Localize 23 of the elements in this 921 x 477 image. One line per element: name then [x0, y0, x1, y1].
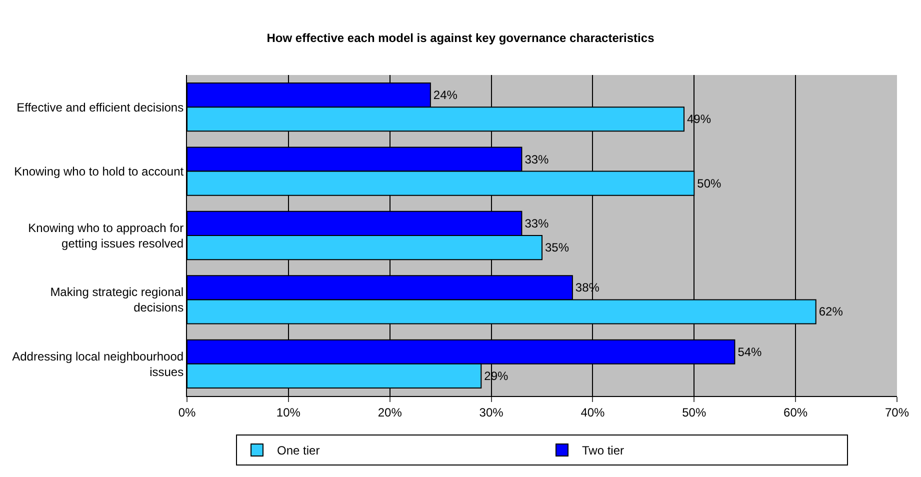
- y-tick-label: Knowing who to hold to account: [14, 164, 184, 178]
- data-label: 62%: [818, 304, 844, 319]
- x-tick-label: 50%: [682, 405, 706, 420]
- x-tick-label: 60%: [784, 405, 808, 420]
- x-tick-label: 70%: [884, 405, 910, 420]
- data-label: 50%: [697, 176, 722, 190]
- data-label: 33%: [524, 216, 550, 230]
- data-label: 54%: [738, 344, 762, 359]
- y-tick-label: Making strategic regional decisions: [50, 285, 184, 315]
- x-tick-label: 10%: [276, 405, 301, 420]
- y-tick-label: Knowing who to approach for getting issues resolved: [28, 220, 184, 250]
- legend-label: Two tier: [582, 444, 624, 458]
- legend-label: One tier: [277, 444, 320, 458]
- y-tick-label: Effective and efficient decisions: [16, 100, 184, 114]
- chart-title: How effective each model is against key governance characteristics: [266, 30, 655, 45]
- x-tick-label: 40%: [580, 405, 606, 420]
- x-tick-label: 0%: [178, 405, 196, 420]
- data-label: 35%: [545, 240, 570, 255]
- data-label: 33%: [524, 152, 550, 166]
- x-tick-label: 30%: [479, 405, 504, 420]
- y-tick-label: Addressing local neighbourhood issues: [12, 349, 184, 379]
- data-label: 24%: [433, 88, 458, 102]
- x-tick-label: 20%: [378, 405, 402, 420]
